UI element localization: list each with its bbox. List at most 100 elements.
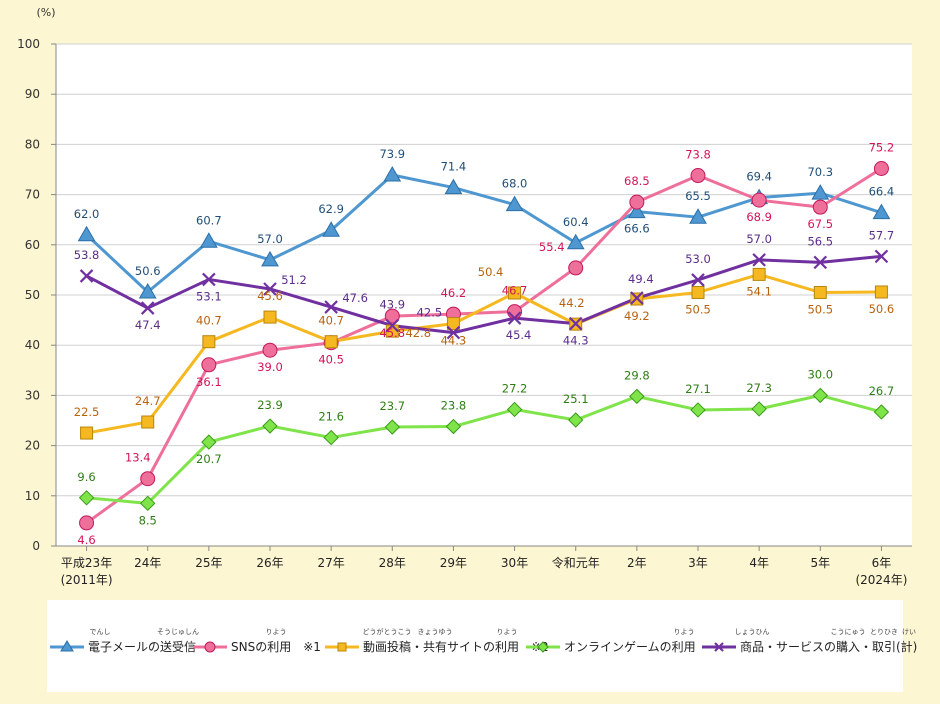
data-point-stroke (202, 272, 216, 287)
data-point (811, 184, 830, 200)
data-label: 53.0 (685, 252, 711, 266)
data-label: 13.4 (125, 451, 151, 465)
data-point-stroke (324, 300, 338, 314)
data-label: 40.5 (318, 353, 344, 367)
data-label: 23.8 (441, 399, 467, 413)
data-label: 75.2 (869, 140, 895, 154)
data-label: 26.7 (869, 384, 895, 398)
data-point-stroke (263, 282, 277, 296)
data-label: 68.0 (502, 177, 528, 191)
data-label: 44.3 (563, 334, 589, 348)
data-point (812, 199, 828, 215)
legend-ruby: どうがとうこう (363, 627, 412, 636)
data-point (751, 401, 767, 417)
data-label: 66.6 (624, 222, 650, 236)
data-point (262, 342, 278, 358)
data-label: 50.5 (685, 302, 711, 316)
data-point (261, 250, 279, 267)
series-2 (85, 167, 883, 525)
data-label: 53.8 (74, 248, 100, 262)
series-markers-4 (78, 387, 890, 512)
data-label: 45.4 (506, 328, 532, 342)
data-point-stroke (507, 311, 522, 325)
data-point (630, 291, 644, 305)
series-labels-1: 62.0 50.6 60.7 57.0 62.9 73.9 71.4 68.0 60.4 66.6… (74, 147, 894, 278)
data-point (507, 311, 522, 325)
data-label: 56.5 (807, 234, 833, 248)
data-point (199, 232, 218, 248)
data-point-stroke (385, 318, 400, 333)
series-1 (85, 173, 882, 294)
data-label: 21.6 (318, 410, 344, 424)
series-3 (86, 272, 882, 435)
data-label: 45.6 (257, 289, 283, 303)
x-tick-label: 4年 (749, 556, 769, 570)
data-point (506, 401, 523, 418)
data-point (141, 415, 155, 429)
legend-ruby: けい (902, 628, 916, 636)
data-label: 57.0 (746, 232, 772, 246)
data-point (337, 642, 347, 652)
axes: 0 10 20 30 40 50 60 70 80 90 100 (%) 平成23年 (2011年) 24年… (17, 6, 912, 587)
series-line (86, 393, 882, 505)
data-point (812, 387, 828, 404)
legend-ruby: でんし (90, 628, 111, 636)
data-label: 68.9 (746, 210, 772, 224)
data-point (323, 429, 339, 446)
data-point-stroke (79, 269, 94, 283)
data-label: 45.8 (379, 326, 405, 340)
series-4 (86, 393, 882, 505)
data-point (873, 160, 889, 176)
data-point (874, 249, 889, 264)
data-point (201, 434, 217, 450)
data-label: 40.7 (318, 314, 344, 328)
data-label: 50.4 (478, 265, 504, 279)
x-tick-label: 27年 (318, 556, 345, 570)
data-point (752, 267, 766, 281)
data-point (691, 285, 705, 299)
series-line (86, 272, 882, 435)
legend-item-5: 商品・サービスの購入・取引(計) しょうひん こうにゅう とりひき けい (702, 628, 917, 654)
data-point (689, 208, 707, 224)
data-point (446, 317, 460, 331)
data-point (202, 272, 216, 287)
y-tick-label: 90 (25, 87, 40, 101)
data-label: 36.1 (196, 375, 222, 389)
data-point (690, 402, 706, 418)
data-label: 9.6 (77, 470, 95, 484)
data-point (204, 641, 216, 653)
series-5 (85, 254, 882, 335)
x-tick-label: 2年 (627, 556, 647, 570)
data-label: 27.2 (502, 381, 528, 395)
data-label: 47.4 (135, 318, 161, 332)
data-point (568, 260, 584, 276)
legend-ruby: りよう (497, 628, 518, 636)
data-point (872, 203, 891, 220)
data-point (507, 304, 523, 320)
data-point (263, 310, 277, 324)
data-label: 20.7 (196, 452, 222, 466)
data-label: 53.1 (196, 289, 222, 303)
data-label: 67.5 (807, 217, 833, 231)
data-label: 73.8 (685, 148, 711, 162)
y-tick-label: 70 (25, 188, 40, 202)
data-label: 50.5 (807, 302, 833, 316)
data-label: 42.5 (417, 306, 443, 320)
data-label: 46.7 (502, 284, 528, 298)
data-point (263, 282, 277, 296)
data-point (60, 640, 74, 652)
y-tick-label: 40 (25, 338, 40, 352)
data-point (537, 641, 549, 653)
data-point (873, 404, 890, 420)
data-label: 27.1 (685, 382, 711, 396)
data-label: 39.0 (257, 360, 283, 374)
data-label: 73.9 (379, 147, 405, 161)
x-tick-label: 6年 (872, 556, 892, 570)
data-point-stroke (140, 301, 155, 315)
data-label: 23.9 (257, 398, 283, 412)
data-point (508, 286, 522, 300)
x-tick-sublabel: (2024年) (855, 573, 907, 587)
data-label: 42.8 (405, 326, 431, 340)
